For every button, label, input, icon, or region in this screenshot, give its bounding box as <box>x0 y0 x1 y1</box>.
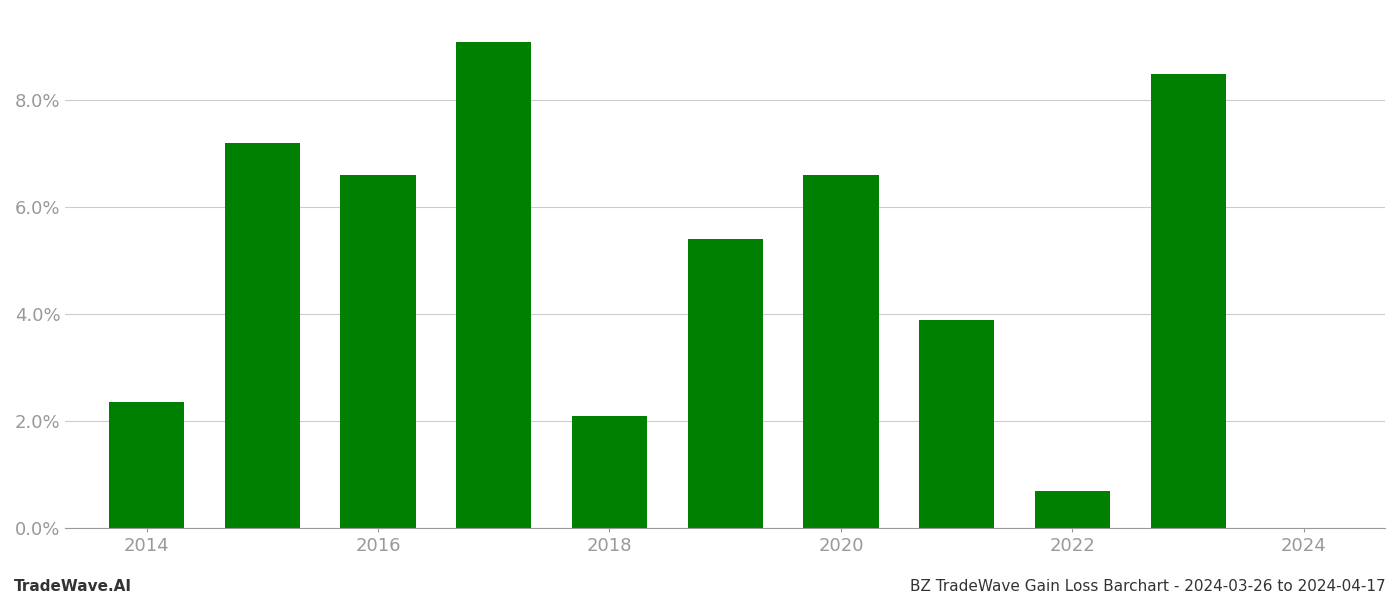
Bar <box>1151 74 1226 528</box>
Bar <box>224 143 300 528</box>
Text: BZ TradeWave Gain Loss Barchart - 2024-03-26 to 2024-04-17: BZ TradeWave Gain Loss Barchart - 2024-0… <box>910 579 1386 594</box>
Bar <box>1035 491 1110 528</box>
Text: TradeWave.AI: TradeWave.AI <box>14 579 132 594</box>
Bar <box>571 416 647 528</box>
Bar <box>456 42 532 528</box>
Bar <box>687 239 763 528</box>
Bar <box>920 320 994 528</box>
Bar <box>804 175 879 528</box>
Bar <box>340 175 416 528</box>
Bar <box>109 403 185 528</box>
